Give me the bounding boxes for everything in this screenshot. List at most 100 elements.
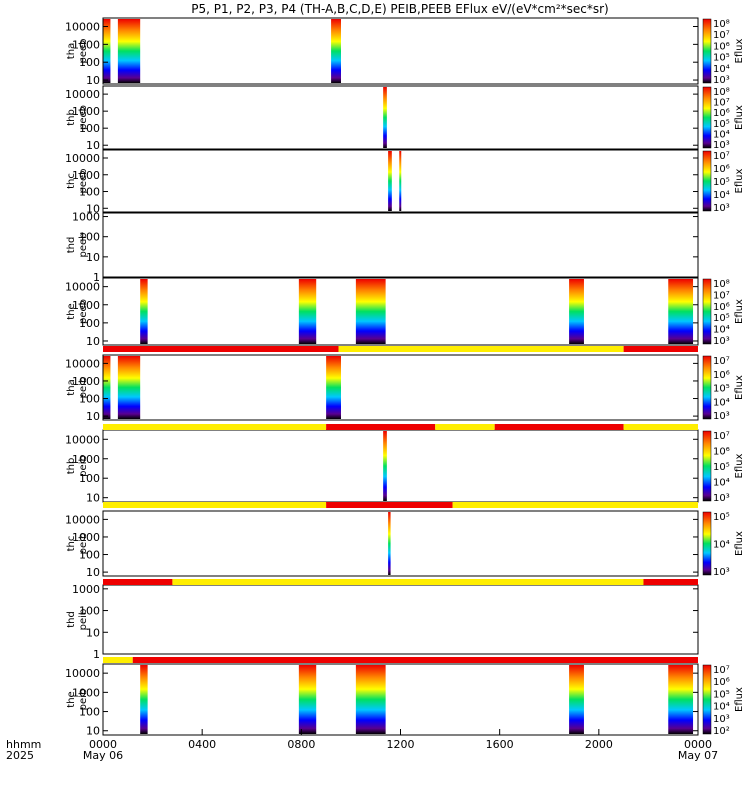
- y-tick-label: 10000: [65, 88, 100, 101]
- spectrogram-block: [298, 279, 317, 344]
- colorbar-scale: [702, 150, 712, 212]
- mode-bar-segment: [132, 657, 698, 663]
- mode-bar-segment: [494, 424, 624, 430]
- mode-bar: [103, 579, 698, 585]
- y-tick-label: 10000: [65, 152, 100, 165]
- colorbar-label: Eflux: [734, 453, 745, 478]
- y-tick-label: 100: [79, 706, 100, 719]
- colorbar-tick-label: 10⁴: [713, 64, 730, 75]
- y-label-instrument: thb: [66, 458, 77, 475]
- mode-bar-segment: [103, 579, 173, 585]
- y-axis-label: thcpeib: [66, 533, 89, 555]
- spectrogram-block: [331, 19, 341, 83]
- y-tick-label: 1000: [72, 453, 100, 466]
- spectrogram-block: [383, 87, 387, 148]
- y-tick-label: 1000: [72, 299, 100, 312]
- mode-bar: [103, 346, 698, 352]
- y-tick-label: 10000: [65, 513, 100, 526]
- y-tick-label: 10000: [65, 667, 100, 680]
- colorbar-tick-label: 10⁶: [713, 447, 730, 458]
- panel-frame: [102, 663, 699, 736]
- spectrogram-block: [103, 356, 111, 419]
- y-axis-label: thbpeib: [66, 455, 89, 477]
- x-tick-label: 1600: [486, 738, 514, 751]
- y-label-instrument: the: [66, 691, 77, 707]
- y-label-instrument: thd: [66, 237, 77, 254]
- panel-frame: [102, 584, 699, 655]
- mode-bar-segment: [103, 424, 327, 430]
- colorbar-tick-label: 10⁷: [713, 98, 730, 109]
- mode-bar: [103, 657, 698, 663]
- mode-bar-segment: [103, 346, 339, 352]
- y-axis-label: thapeib: [66, 377, 89, 399]
- colorbar-tick-label: 10⁴: [713, 540, 730, 551]
- spectrogram-block: [668, 279, 694, 344]
- y-label-instrument: thc: [66, 536, 77, 552]
- colorbar-tick-label: 10⁵: [713, 689, 730, 700]
- y-tick-label: 100: [79, 317, 100, 330]
- spectrogram-block: [117, 356, 141, 419]
- mode-bar: [103, 502, 698, 508]
- colorbar-label: Eflux: [734, 168, 745, 193]
- y-label-product: peeb: [78, 169, 89, 194]
- colorbar-tick-label: 10⁴: [713, 478, 730, 489]
- x-tick-label: 2000: [585, 738, 613, 751]
- mode-bar-segment: [623, 346, 698, 352]
- figure-title: P5, P1, P2, P3, P4 (TH-A,B,C,D,E) PEIB,P…: [191, 2, 608, 16]
- y-tick-label: 10: [86, 74, 100, 87]
- y-tick-label: 10: [86, 566, 100, 579]
- y-label-product: peib: [78, 609, 89, 631]
- mode-bar-segment: [103, 657, 133, 663]
- x-tick-label: 0000: [684, 738, 712, 751]
- y-axis-label: thepeeb: [66, 299, 89, 324]
- y-tick-label: 1: [93, 648, 100, 661]
- y-tick-label: 10: [86, 251, 100, 264]
- y-tick-label: 1000: [72, 583, 100, 596]
- colorbar-tick-label: 10⁷: [713, 30, 730, 41]
- spectrogram-block: [298, 665, 317, 734]
- y-label-product: peeb: [78, 233, 89, 258]
- colorbar-tick-label: 10⁴: [713, 325, 730, 336]
- panel-frame: [102, 212, 699, 278]
- y-tick-label: 10000: [65, 21, 100, 34]
- colorbar-scale: [702, 278, 712, 345]
- colorbar-tick-label: 10⁵: [713, 177, 730, 188]
- mode-bar-segment: [172, 579, 644, 585]
- mode-bar-segment: [435, 424, 495, 430]
- colorbar-scale: [702, 511, 712, 576]
- y-label-instrument: tha: [66, 379, 77, 395]
- panel-frame: [102, 510, 699, 577]
- spectrogram-block: [140, 665, 148, 734]
- colorbar: 10⁷ 10⁶ 10⁵ 10⁴ 10³ Eflux: [702, 355, 745, 422]
- mode-bar-segment: [338, 346, 624, 352]
- y-axis-label: thdpeeb: [66, 233, 89, 258]
- colorbar-tick-label: 10⁵: [713, 53, 730, 64]
- y-label-product: peib: [78, 533, 89, 555]
- colorbar-tick-label: 10⁸: [713, 19, 730, 30]
- y-tick-label: 100: [79, 122, 100, 135]
- y-tick-label: 100: [79, 549, 100, 562]
- y-tick-label: 1000: [72, 375, 100, 388]
- mode-bar-segment: [326, 502, 453, 508]
- colorbar-tick-label: 10⁴: [713, 702, 730, 713]
- spectrogram-block: [355, 665, 386, 734]
- y-label-product: peib: [78, 377, 89, 399]
- x-tick-label: 0800: [287, 738, 315, 751]
- panel-tha-peib: 10000 1000 100 10 thapeib 10⁷ 10⁶ 10⁵ 10⁴ 10³ Eflu…: [65, 354, 745, 423]
- y-tick-label: 1000: [72, 211, 100, 224]
- x-day-label: May 06: [83, 749, 123, 762]
- mode-bar: [103, 424, 698, 430]
- spectrogram-block: [355, 279, 386, 344]
- colorbar-label: Eflux: [734, 531, 745, 556]
- spectrogram-block: [399, 151, 402, 211]
- y-label-product: peib: [78, 689, 89, 711]
- colorbar-tick-label: 10⁸: [713, 279, 730, 290]
- y-axis-label: thcpeeb: [66, 169, 89, 194]
- x-row-label: hhmm: [6, 738, 41, 751]
- x-tick-label: 0000: [89, 738, 117, 751]
- colorbar-tick-label: 10²: [713, 726, 730, 737]
